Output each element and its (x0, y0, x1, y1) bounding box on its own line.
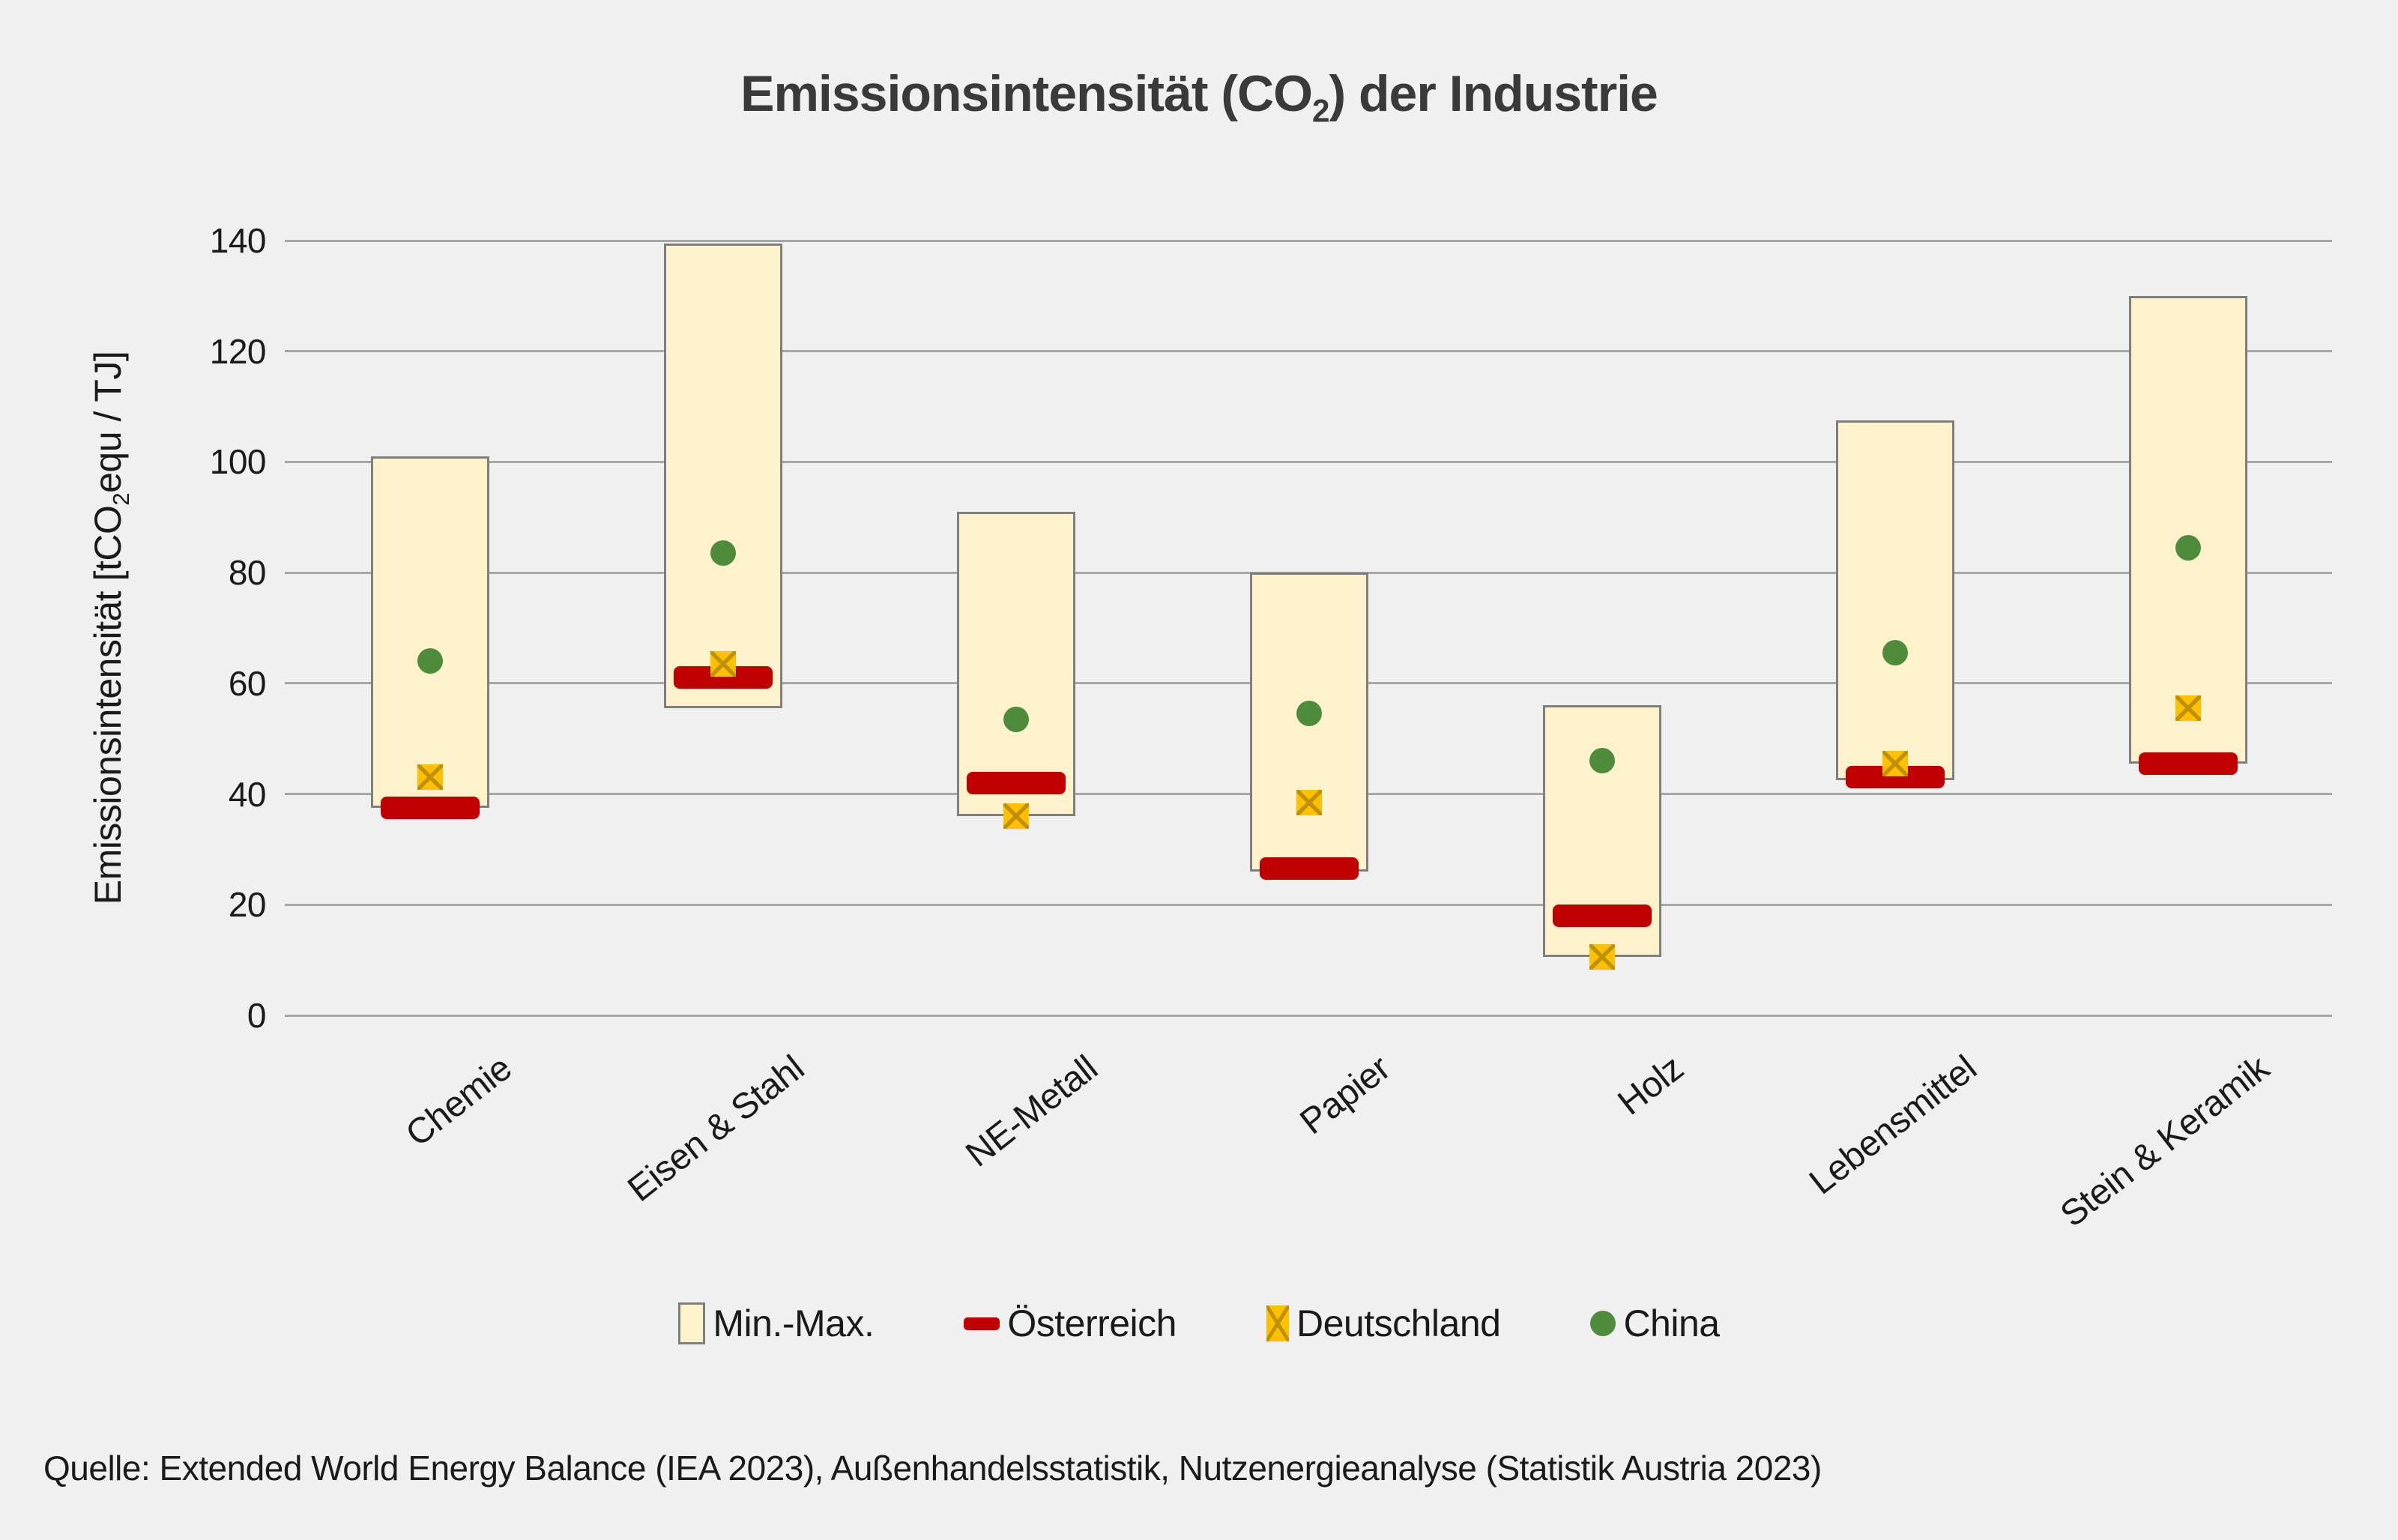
y-tick-label-100: 100 (209, 442, 267, 482)
x-category-label: Lebensmittel (1801, 1048, 1984, 1203)
x-category-label: Chemie (398, 1048, 519, 1155)
legend-item: China (1590, 1302, 1720, 1345)
germany-square-marker (1296, 789, 1322, 815)
y-tick-label-40: 40 (228, 774, 267, 814)
x-category-label: Stein & Keramik (2053, 1048, 2277, 1235)
chart-title: Emissionsintensität (CO2) der Industrie (0, 64, 2398, 130)
range-box (957, 511, 1075, 817)
china-dot-marker (1882, 640, 1908, 666)
y-axis-title-text-2: equ / TJ] (87, 351, 129, 493)
source-note: Quelle: Extended World Energy Balance (I… (43, 1449, 1822, 1488)
china-dot-marker (1296, 701, 1322, 727)
legend-item: Min.-Max. (678, 1302, 875, 1345)
germany-square-marker (1589, 944, 1615, 970)
gridline-120 (285, 350, 2332, 353)
germany-square-marker (1003, 803, 1029, 830)
x-category-label: Papier (1293, 1048, 1398, 1143)
austria-bar-marker (1553, 905, 1652, 928)
gridline-100 (285, 460, 2332, 463)
range-box (371, 456, 489, 809)
y-axis-title-text: Emissionsintensität [tCO (87, 505, 129, 905)
legend-label: Min.-Max. (713, 1302, 875, 1344)
x-category-label: Eisen & Stahl (620, 1048, 812, 1210)
china-dot-marker (1589, 748, 1615, 774)
gridline-20 (285, 903, 2332, 906)
gridline-0 (285, 1014, 2332, 1017)
germany-square-marker (1882, 750, 1908, 776)
x-category-label: Holz (1610, 1048, 1691, 1123)
germany-square-marker (710, 651, 736, 677)
austria-bar-marker (967, 771, 1066, 794)
y-tick-label-0: 0 (247, 996, 267, 1035)
y-axis-title-subscript: 2 (108, 492, 134, 506)
germany-square-marker (417, 764, 443, 791)
x-category-label: NE-Metall (958, 1048, 1105, 1175)
chart-title-text-2: ) der Industrie (1329, 65, 1658, 122)
austria-bar-marker (1260, 857, 1359, 881)
y-tick-label-140: 140 (209, 221, 267, 260)
china-dot-marker (2175, 534, 2201, 561)
austria-bar-marker (381, 797, 480, 820)
range-box (1836, 420, 1954, 781)
legend-swatch-germany (1266, 1305, 1289, 1341)
range-box (2129, 295, 2247, 764)
y-axis-title: Emissionsintensität [tCO2equ / TJ] (86, 178, 134, 1078)
y-tick-label-60: 60 (228, 663, 267, 703)
austria-bar-marker (2139, 752, 2238, 775)
y-tick-label-120: 120 (209, 331, 267, 371)
y-tick-label-20: 20 (228, 885, 267, 925)
legend-label: Österreich (1007, 1302, 1177, 1344)
y-tick-label-80: 80 (228, 553, 267, 593)
legend-label: Deutschland (1296, 1302, 1501, 1344)
chart-title-subscript: 2 (1312, 93, 1329, 129)
gridline-140 (285, 239, 2332, 242)
china-dot-marker (1003, 706, 1029, 732)
china-dot-marker (417, 648, 443, 674)
legend-item: Österreich (964, 1302, 1177, 1345)
chart-title-text: Emissionsintensität (CO (740, 65, 1313, 122)
legend: Min.-Max. Österreich Deutschland China (0, 1295, 2398, 1352)
legend-label: China (1623, 1302, 1720, 1344)
legend-item: Deutschland (1266, 1302, 1501, 1345)
range-box (664, 243, 782, 709)
germany-square-marker (2175, 695, 2201, 722)
legend-swatch-austria (964, 1317, 1000, 1330)
legend-swatch-china (1590, 1311, 1616, 1336)
legend-swatch-minmax (678, 1302, 706, 1344)
china-dot-marker (710, 540, 736, 567)
